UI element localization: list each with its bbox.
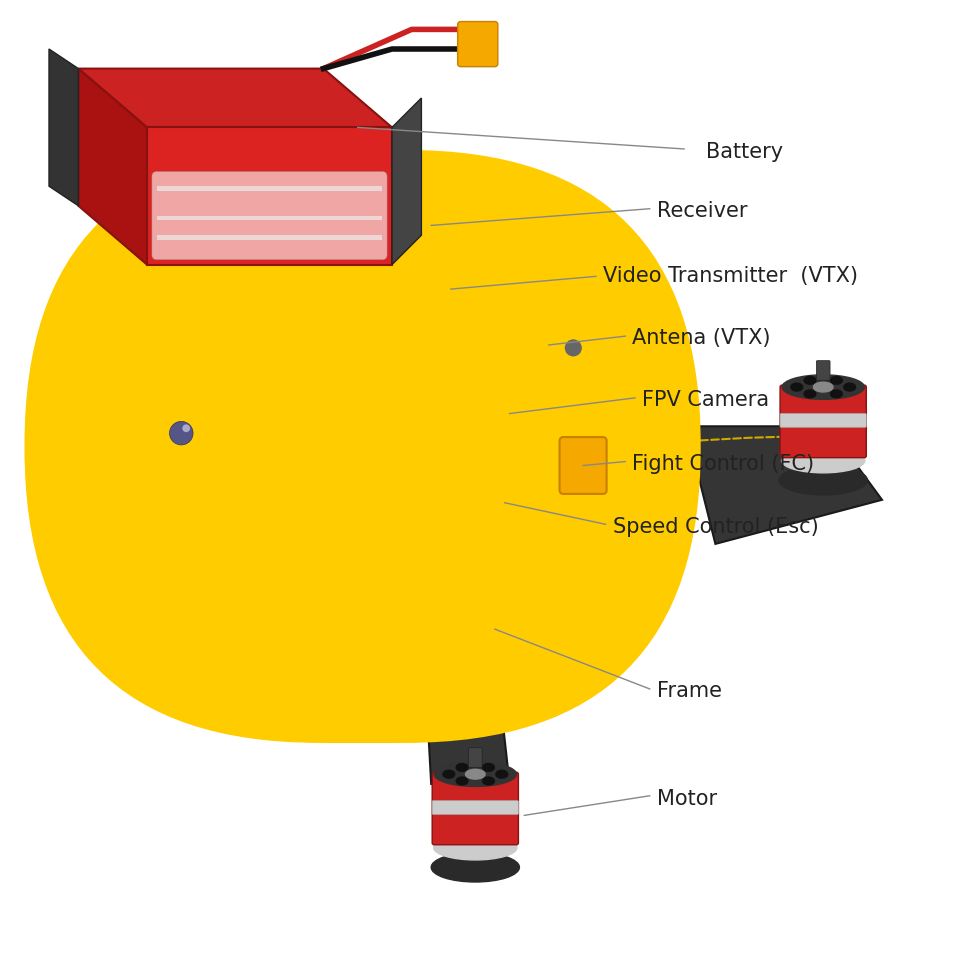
Ellipse shape — [844, 383, 856, 391]
Polygon shape — [49, 49, 78, 206]
Ellipse shape — [804, 390, 815, 398]
FancyBboxPatch shape — [780, 385, 866, 458]
FancyBboxPatch shape — [325, 394, 395, 429]
Ellipse shape — [457, 763, 468, 771]
FancyBboxPatch shape — [336, 454, 365, 487]
FancyBboxPatch shape — [471, 528, 489, 569]
Text: Video Transmitter  (VTX): Video Transmitter (VTX) — [603, 267, 858, 286]
Circle shape — [182, 424, 190, 432]
Polygon shape — [421, 608, 510, 784]
FancyBboxPatch shape — [70, 394, 156, 408]
Polygon shape — [294, 392, 436, 451]
Ellipse shape — [72, 355, 154, 379]
Polygon shape — [78, 69, 392, 127]
FancyBboxPatch shape — [451, 318, 489, 340]
FancyBboxPatch shape — [405, 454, 433, 487]
Ellipse shape — [791, 383, 803, 391]
FancyBboxPatch shape — [393, 450, 411, 491]
Ellipse shape — [94, 357, 106, 365]
Ellipse shape — [434, 835, 517, 860]
FancyBboxPatch shape — [56, 150, 654, 743]
Circle shape — [162, 414, 201, 453]
Ellipse shape — [434, 762, 516, 786]
Polygon shape — [157, 186, 382, 191]
Polygon shape — [323, 446, 446, 500]
Polygon shape — [78, 69, 147, 265]
Polygon shape — [235, 196, 510, 265]
Text: Receiver: Receiver — [657, 201, 747, 220]
FancyBboxPatch shape — [40, 150, 638, 743]
FancyBboxPatch shape — [70, 366, 156, 438]
Ellipse shape — [121, 370, 131, 378]
FancyBboxPatch shape — [432, 801, 518, 814]
FancyBboxPatch shape — [471, 450, 489, 491]
FancyBboxPatch shape — [72, 150, 669, 743]
FancyBboxPatch shape — [780, 414, 866, 427]
Polygon shape — [372, 392, 510, 470]
FancyBboxPatch shape — [816, 361, 830, 380]
Ellipse shape — [103, 363, 122, 372]
Ellipse shape — [93, 370, 105, 378]
Ellipse shape — [443, 770, 455, 778]
Circle shape — [559, 333, 588, 363]
FancyBboxPatch shape — [106, 341, 120, 361]
Polygon shape — [157, 235, 382, 240]
Circle shape — [565, 340, 581, 356]
FancyBboxPatch shape — [458, 22, 498, 67]
Ellipse shape — [69, 446, 157, 475]
Ellipse shape — [830, 376, 842, 384]
FancyBboxPatch shape — [560, 437, 607, 494]
Text: Frame: Frame — [657, 681, 721, 701]
FancyBboxPatch shape — [103, 150, 701, 743]
Ellipse shape — [80, 364, 92, 371]
FancyBboxPatch shape — [432, 772, 518, 845]
Polygon shape — [294, 211, 314, 250]
Ellipse shape — [813, 382, 833, 392]
FancyBboxPatch shape — [357, 535, 496, 545]
FancyBboxPatch shape — [444, 258, 487, 281]
FancyBboxPatch shape — [132, 397, 206, 470]
Ellipse shape — [779, 466, 867, 495]
FancyBboxPatch shape — [357, 520, 496, 530]
Polygon shape — [294, 470, 588, 608]
Ellipse shape — [466, 769, 485, 779]
Ellipse shape — [133, 364, 145, 371]
Ellipse shape — [457, 777, 468, 785]
Circle shape — [170, 421, 193, 445]
Polygon shape — [421, 255, 549, 294]
Ellipse shape — [72, 429, 155, 453]
Text: Battery: Battery — [706, 142, 783, 162]
Polygon shape — [392, 98, 421, 265]
FancyBboxPatch shape — [87, 150, 685, 743]
Polygon shape — [372, 211, 392, 250]
FancyBboxPatch shape — [393, 528, 411, 569]
Text: Antena (VTX): Antena (VTX) — [632, 328, 770, 348]
Polygon shape — [157, 216, 382, 220]
Ellipse shape — [121, 357, 131, 365]
FancyBboxPatch shape — [24, 150, 622, 743]
FancyBboxPatch shape — [152, 172, 387, 260]
Ellipse shape — [482, 763, 494, 771]
Ellipse shape — [782, 374, 864, 399]
Text: Motor: Motor — [657, 789, 716, 808]
Ellipse shape — [482, 777, 494, 785]
Text: FPV Camera: FPV Camera — [642, 390, 769, 410]
Polygon shape — [431, 314, 534, 353]
Ellipse shape — [782, 449, 864, 472]
FancyBboxPatch shape — [370, 454, 399, 487]
Text: Speed Control (Esc): Speed Control (Esc) — [612, 517, 818, 537]
Ellipse shape — [830, 390, 842, 398]
Polygon shape — [147, 127, 392, 265]
FancyBboxPatch shape — [468, 748, 482, 767]
Ellipse shape — [431, 853, 519, 882]
Polygon shape — [49, 426, 294, 554]
Ellipse shape — [496, 770, 508, 778]
Ellipse shape — [804, 376, 815, 384]
Text: Fight Control (FC): Fight Control (FC) — [632, 454, 814, 473]
Polygon shape — [333, 211, 353, 250]
Polygon shape — [686, 426, 882, 544]
FancyBboxPatch shape — [357, 506, 496, 515]
